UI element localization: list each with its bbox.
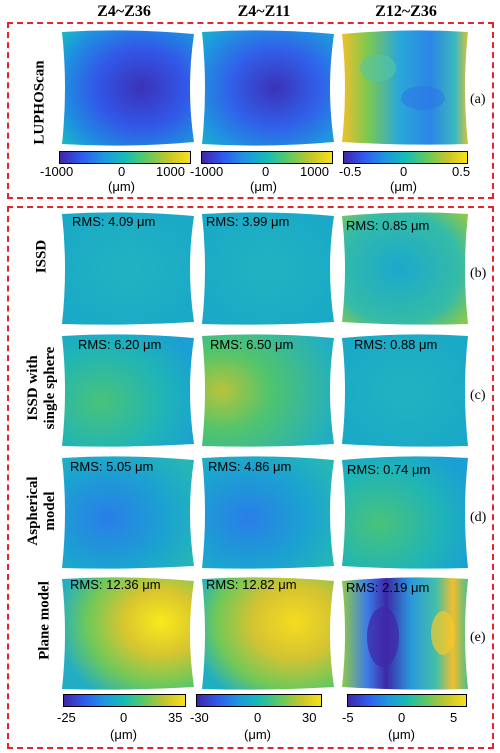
row-label-b: ISSD bbox=[33, 239, 50, 274]
colorbar-e2-tick-max: 30 bbox=[302, 710, 317, 725]
colorbar-e3-unit: (μm) bbox=[388, 727, 415, 742]
section-be-frame bbox=[7, 206, 494, 749]
rms-c1: RMS: 6.20 μm bbox=[78, 337, 162, 352]
colorbar-e3-tick-mid: 0 bbox=[398, 710, 406, 725]
colorbar-a1-tick-max: 1000 bbox=[156, 164, 185, 179]
rms-d3: RMS: 0.74 μm bbox=[347, 462, 431, 477]
rms-b1: RMS: 4.09 μm bbox=[72, 214, 156, 229]
plane-panel-z12-z36 bbox=[342, 577, 468, 690]
rms-b2: RMS: 3.99 μm bbox=[206, 214, 290, 229]
column-title-3: Z12~Z36 bbox=[375, 3, 437, 20]
row-letter-d: (d) bbox=[470, 510, 487, 525]
luphoscan-panel-z4-z11 bbox=[202, 30, 334, 146]
colorbar-e3 bbox=[347, 694, 467, 707]
colorbar-a1-tick-min: -1000 bbox=[40, 164, 74, 179]
colorbar-e1-unit: (μm) bbox=[110, 727, 137, 742]
colorbar-a2-tick-mid: 0 bbox=[262, 164, 270, 179]
row-label-c: ISSD with single sphere bbox=[25, 346, 58, 430]
colorbar-a3-tick-mid: 0 bbox=[400, 164, 408, 179]
luphoscan-panel-z4-z36 bbox=[62, 30, 194, 146]
colorbar-e1-tick-mid: 0 bbox=[120, 710, 128, 725]
section-a-frame bbox=[7, 22, 494, 199]
rms-d1: RMS: 5.05 μm bbox=[70, 459, 154, 474]
colorbar-a1-tick-mid: 0 bbox=[118, 164, 126, 179]
rms-c3: RMS: 0.88 μm bbox=[354, 337, 438, 352]
colorbar-a3-tick-max: 0.5 bbox=[452, 164, 471, 179]
colorbar-a2-tick-max: 1000 bbox=[300, 164, 329, 179]
colorbar-a2-tick-min: -1000 bbox=[190, 164, 224, 179]
issd-panel-z4-z11 bbox=[202, 212, 334, 325]
aspherical-panel-z12-z36 bbox=[342, 456, 468, 569]
row-letter-e: (e) bbox=[470, 630, 486, 645]
issd-sphere-panel-z4-z36 bbox=[62, 334, 194, 447]
rms-d2: RMS: 4.86 μm bbox=[208, 459, 292, 474]
column-title-1: Z4~Z36 bbox=[97, 3, 151, 20]
aspherical-panel-z4-z36 bbox=[62, 456, 194, 569]
row-label-d: Aspherical model bbox=[25, 476, 58, 546]
colorbar-a3-tick-min: -0.5 bbox=[339, 164, 362, 179]
rms-e1: RMS: 12.36 μm bbox=[70, 577, 161, 592]
row-letter-a: (a) bbox=[470, 92, 486, 107]
colorbar-e1-tick-min: -25 bbox=[57, 710, 76, 725]
issd-panel-z4-z36 bbox=[62, 212, 194, 325]
colorbar-a2 bbox=[201, 151, 333, 164]
rms-b3: RMS: 0.85 μm bbox=[346, 218, 430, 233]
row-letter-c: (c) bbox=[470, 388, 486, 403]
row-label-e: Plane model bbox=[36, 581, 53, 660]
rms-e3: RMS: 2.19 μm bbox=[346, 580, 430, 595]
colorbar-a1-unit: (μm) bbox=[108, 179, 135, 194]
row-label-a: LUPHOScan bbox=[31, 60, 48, 145]
row-letter-b: (b) bbox=[470, 266, 487, 281]
colorbar-a3-unit: (μm) bbox=[390, 179, 417, 194]
colorbar-e2 bbox=[196, 694, 322, 707]
plane-panel-z4-z36 bbox=[62, 577, 194, 690]
plane-panel-z4-z11 bbox=[202, 577, 334, 690]
colorbar-e2-unit: (μm) bbox=[244, 727, 271, 742]
colorbar-e2-tick-min: -30 bbox=[190, 710, 209, 725]
issd-panel-z12-z36 bbox=[342, 212, 468, 325]
rms-e2: RMS: 12.82 μm bbox=[206, 577, 297, 592]
colorbar-e1-tick-max: 35 bbox=[168, 710, 183, 725]
colorbar-e3-tick-max: 5 bbox=[450, 710, 458, 725]
issd-sphere-panel-z4-z11 bbox=[202, 334, 334, 447]
aspherical-panel-z4-z11 bbox=[202, 456, 334, 569]
colorbar-e2-tick-mid: 0 bbox=[254, 710, 262, 725]
issd-sphere-panel-z12-z36 bbox=[342, 334, 468, 447]
colorbar-e3-tick-min: -5 bbox=[342, 710, 354, 725]
column-title-2: Z4~Z11 bbox=[237, 3, 291, 20]
colorbar-a2-unit: (μm) bbox=[250, 179, 277, 194]
rms-c2: RMS: 6.50 μm bbox=[210, 337, 294, 352]
colorbar-a1 bbox=[59, 151, 191, 164]
luphoscan-panel-z12-z36 bbox=[342, 30, 468, 145]
colorbar-e1 bbox=[63, 694, 186, 707]
colorbar-a3 bbox=[343, 151, 468, 164]
